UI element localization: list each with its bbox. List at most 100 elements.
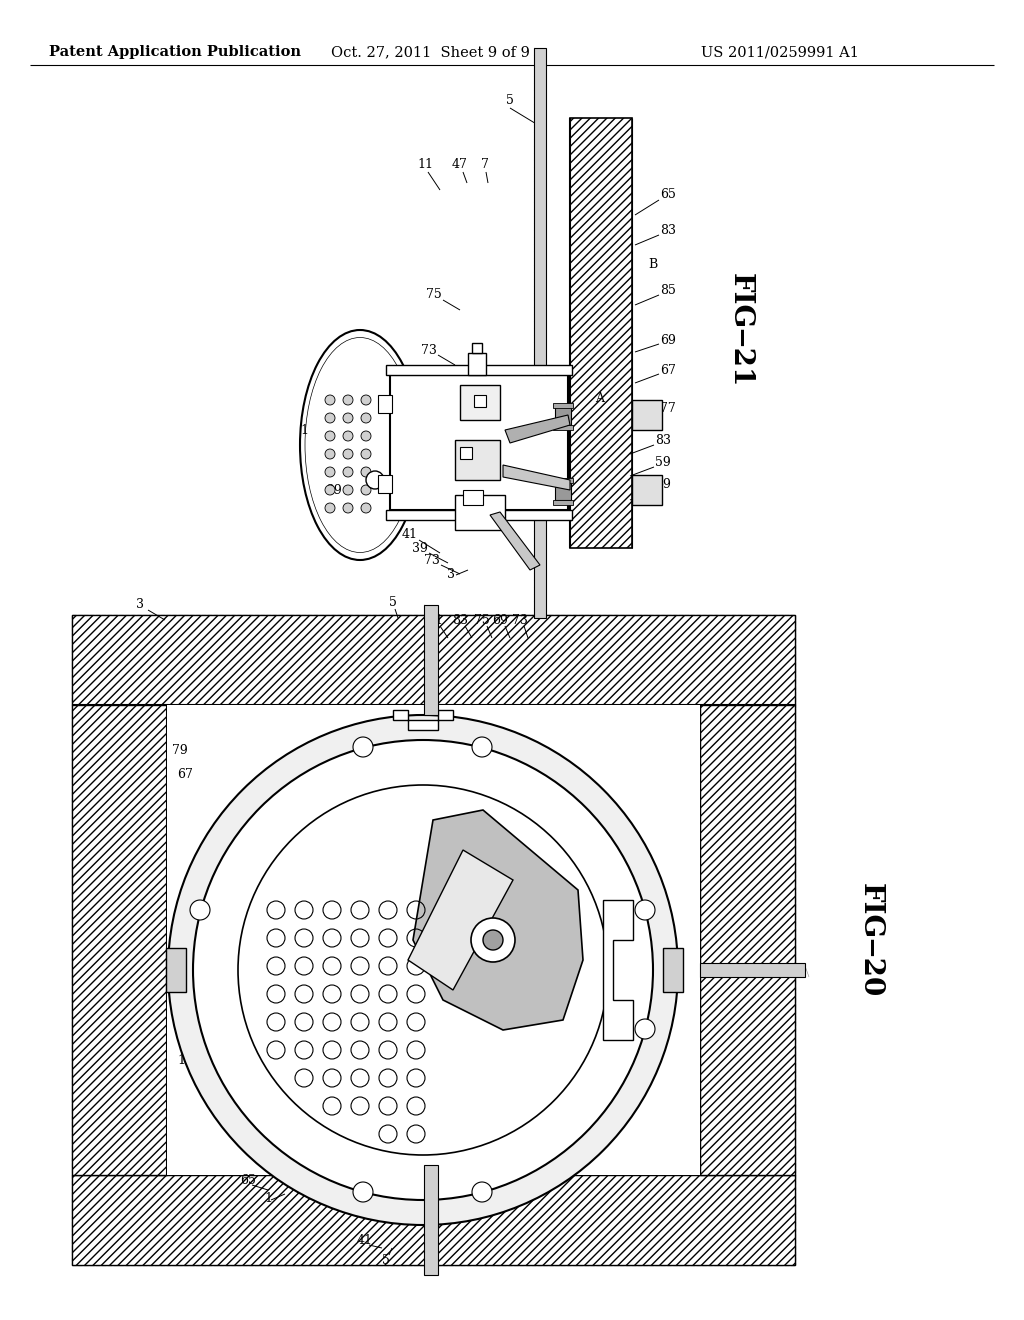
Text: 83: 83 [452, 614, 468, 627]
Text: 75: 75 [426, 289, 442, 301]
Text: 79: 79 [422, 466, 438, 479]
Circle shape [361, 395, 371, 405]
Bar [553, 425, 573, 430]
Text: 69: 69 [493, 614, 508, 627]
Bar [72, 615, 795, 705]
Bar [455, 495, 505, 531]
Text: B: B [345, 874, 354, 887]
Text: 3: 3 [447, 568, 455, 581]
Text: 65: 65 [240, 1173, 256, 1187]
Bar [460, 447, 472, 459]
Circle shape [343, 413, 353, 422]
Text: 73: 73 [512, 614, 528, 627]
Text: 7: 7 [422, 379, 430, 392]
Text: 11: 11 [417, 158, 433, 172]
Circle shape [635, 900, 655, 920]
Text: 67: 67 [177, 768, 193, 781]
Text: FIG‒21: FIG‒21 [726, 273, 754, 387]
Text: 39: 39 [412, 541, 428, 554]
Text: 41: 41 [357, 1233, 373, 1246]
Ellipse shape [300, 330, 420, 560]
Circle shape [343, 467, 353, 477]
Polygon shape [408, 850, 513, 990]
Circle shape [190, 900, 210, 920]
Text: 5: 5 [565, 1034, 572, 1047]
Bar [555, 405, 571, 425]
Bar [700, 705, 795, 1175]
Circle shape [325, 449, 335, 459]
Bar [167, 705, 700, 1175]
Circle shape [325, 432, 335, 441]
Circle shape [325, 395, 335, 405]
Bar [72, 1175, 795, 1265]
Circle shape [361, 467, 371, 477]
Bar [553, 403, 573, 408]
Circle shape [325, 484, 335, 495]
Text: 41: 41 [402, 528, 418, 541]
Text: US 2011/0259991 A1: US 2011/0259991 A1 [701, 45, 859, 59]
Bar [72, 705, 167, 1175]
Text: 5: 5 [382, 1254, 390, 1266]
Text: 79: 79 [172, 743, 187, 756]
Text: 83: 83 [655, 433, 671, 446]
Text: 59: 59 [655, 455, 671, 469]
Circle shape [168, 715, 678, 1225]
Text: 81: 81 [590, 874, 606, 887]
Text: 69: 69 [660, 334, 676, 346]
Bar [555, 480, 571, 500]
Bar [632, 475, 662, 506]
Text: 29: 29 [327, 483, 342, 496]
Bar [424, 605, 438, 715]
Bar [534, 48, 546, 618]
Bar [700, 964, 805, 977]
Text: A: A [544, 964, 553, 977]
Text: 1: 1 [300, 424, 308, 437]
Text: 85: 85 [660, 284, 676, 297]
Circle shape [353, 737, 373, 756]
Circle shape [343, 449, 353, 459]
Circle shape [325, 503, 335, 513]
Text: 77: 77 [660, 401, 676, 414]
Circle shape [472, 737, 492, 756]
Circle shape [343, 503, 353, 513]
Text: A: A [596, 392, 604, 404]
Circle shape [361, 449, 371, 459]
Text: 49: 49 [422, 449, 438, 462]
Circle shape [238, 785, 608, 1155]
Text: 69: 69 [655, 479, 671, 491]
Polygon shape [413, 810, 583, 1030]
Circle shape [483, 931, 503, 950]
Circle shape [361, 484, 371, 495]
Circle shape [366, 471, 384, 488]
Polygon shape [603, 900, 633, 1040]
Circle shape [343, 484, 353, 495]
Bar [386, 510, 572, 520]
Text: 3: 3 [136, 598, 144, 611]
Circle shape [472, 1181, 492, 1203]
Bar [553, 500, 573, 506]
Bar [570, 117, 632, 548]
Circle shape [635, 1019, 655, 1039]
Polygon shape [663, 948, 683, 993]
Text: 1: 1 [264, 1192, 272, 1204]
Circle shape [343, 395, 353, 405]
Circle shape [343, 432, 353, 441]
Bar [72, 615, 795, 1265]
Text: 5: 5 [389, 595, 397, 609]
Bar [424, 1166, 438, 1275]
Circle shape [361, 432, 371, 441]
Bar [553, 478, 573, 483]
Text: 5: 5 [506, 94, 514, 107]
Bar [463, 490, 483, 506]
Bar [455, 440, 500, 480]
Text: 47: 47 [424, 392, 440, 404]
Bar [378, 395, 392, 413]
Text: 81: 81 [427, 614, 443, 627]
Text: 83: 83 [660, 223, 676, 236]
Polygon shape [490, 512, 540, 570]
Polygon shape [393, 710, 453, 730]
Polygon shape [503, 465, 570, 490]
Text: FIG‒20: FIG‒20 [856, 883, 884, 997]
Polygon shape [166, 948, 186, 993]
Bar [460, 385, 500, 420]
